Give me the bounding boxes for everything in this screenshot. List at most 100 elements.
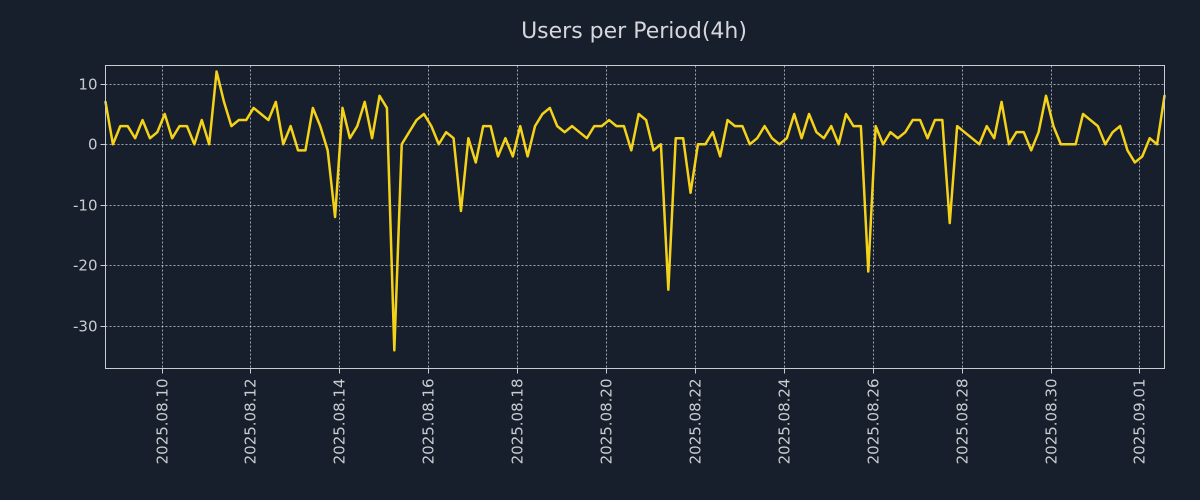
data-point	[578, 131, 580, 133]
data-point	[364, 101, 366, 103]
data-point	[645, 119, 647, 121]
x-tick-label: 2025.08.12	[242, 379, 260, 465]
data-point	[252, 107, 254, 109]
data-point	[326, 149, 328, 151]
data-point	[874, 125, 876, 127]
data-point	[1060, 143, 1062, 145]
grid-layer	[105, 65, 1165, 369]
data-point	[904, 131, 906, 133]
data-point	[726, 119, 728, 121]
data-point	[741, 125, 743, 127]
data-point	[697, 143, 699, 145]
series-layer	[104, 70, 1166, 352]
data-point	[504, 137, 506, 139]
data-point	[1082, 113, 1084, 115]
data-point	[778, 143, 780, 145]
data-point	[223, 101, 225, 103]
data-point	[341, 107, 343, 109]
data-point	[415, 119, 417, 121]
data-point	[282, 143, 284, 145]
data-point	[378, 95, 380, 97]
x-tick-label: 2025.08.26	[865, 379, 883, 465]
data-point	[956, 125, 958, 127]
data-point	[1097, 125, 1099, 127]
data-point	[1015, 131, 1017, 133]
data-point	[993, 137, 995, 139]
data-point	[401, 143, 403, 145]
data-point	[386, 107, 388, 109]
data-point	[852, 125, 854, 127]
data-point	[349, 137, 351, 139]
x-tick-label: 2025.08.28	[954, 379, 972, 465]
data-point	[186, 125, 188, 127]
data-point	[704, 143, 706, 145]
data-point	[919, 119, 921, 121]
data-point	[623, 125, 625, 127]
data-point	[889, 131, 891, 133]
data-point	[512, 155, 514, 157]
data-point	[193, 143, 195, 145]
data-point	[541, 113, 543, 115]
y-tick-label: 10	[78, 76, 97, 94]
data-point	[238, 119, 240, 121]
x-tick-label: 2025.08.14	[331, 379, 349, 465]
x-tick-label: 2025.08.20	[598, 379, 616, 465]
data-point	[963, 131, 965, 133]
data-point	[127, 125, 129, 127]
data-point	[1052, 125, 1054, 127]
data-point	[756, 137, 758, 139]
data-point	[178, 125, 180, 127]
x-tick-label: 2025.09.01	[1131, 379, 1149, 465]
data-point	[1111, 131, 1113, 133]
data-point	[134, 137, 136, 139]
y-tick-label: -30	[73, 318, 98, 336]
data-point	[586, 137, 588, 139]
data-point	[260, 113, 262, 115]
data-point	[519, 125, 521, 127]
chart-title: Users per Period(4h)	[521, 19, 747, 44]
data-point	[408, 131, 410, 133]
data-point	[267, 119, 269, 121]
x-tick-label: 2025.08.24	[776, 379, 794, 465]
data-point	[371, 137, 373, 139]
data-point	[971, 137, 973, 139]
data-point	[334, 216, 336, 218]
data-point	[1156, 143, 1158, 145]
x-tick-label: 2025.08.18	[509, 379, 527, 465]
data-point	[430, 125, 432, 127]
data-point	[356, 125, 358, 127]
data-point	[912, 119, 914, 121]
data-point	[482, 125, 484, 127]
data-point	[749, 143, 751, 145]
data-point	[986, 125, 988, 127]
data-point	[771, 137, 773, 139]
data-point	[571, 125, 573, 127]
data-point	[171, 137, 173, 139]
data-point	[719, 155, 721, 157]
y-tick-label: -20	[73, 257, 98, 275]
data-point	[475, 161, 477, 163]
data-point	[119, 125, 121, 127]
data-point	[230, 125, 232, 127]
x-tick-label: 2025.08.10	[154, 379, 172, 465]
data-point	[489, 125, 491, 127]
data-point	[312, 107, 314, 109]
data-point	[245, 119, 247, 121]
data-point	[1148, 137, 1150, 139]
data-point	[1089, 119, 1091, 121]
data-point	[438, 143, 440, 145]
data-point	[600, 125, 602, 127]
data-point	[275, 101, 277, 103]
data-point	[393, 349, 395, 351]
data-point	[652, 149, 654, 151]
data-point	[815, 131, 817, 133]
data-point	[1000, 101, 1002, 103]
data-point	[445, 131, 447, 133]
data-point	[897, 137, 899, 139]
data-point	[1119, 125, 1121, 127]
data-point	[630, 149, 632, 151]
data-point	[823, 137, 825, 139]
data-point	[1067, 143, 1069, 145]
data-point	[141, 119, 143, 121]
